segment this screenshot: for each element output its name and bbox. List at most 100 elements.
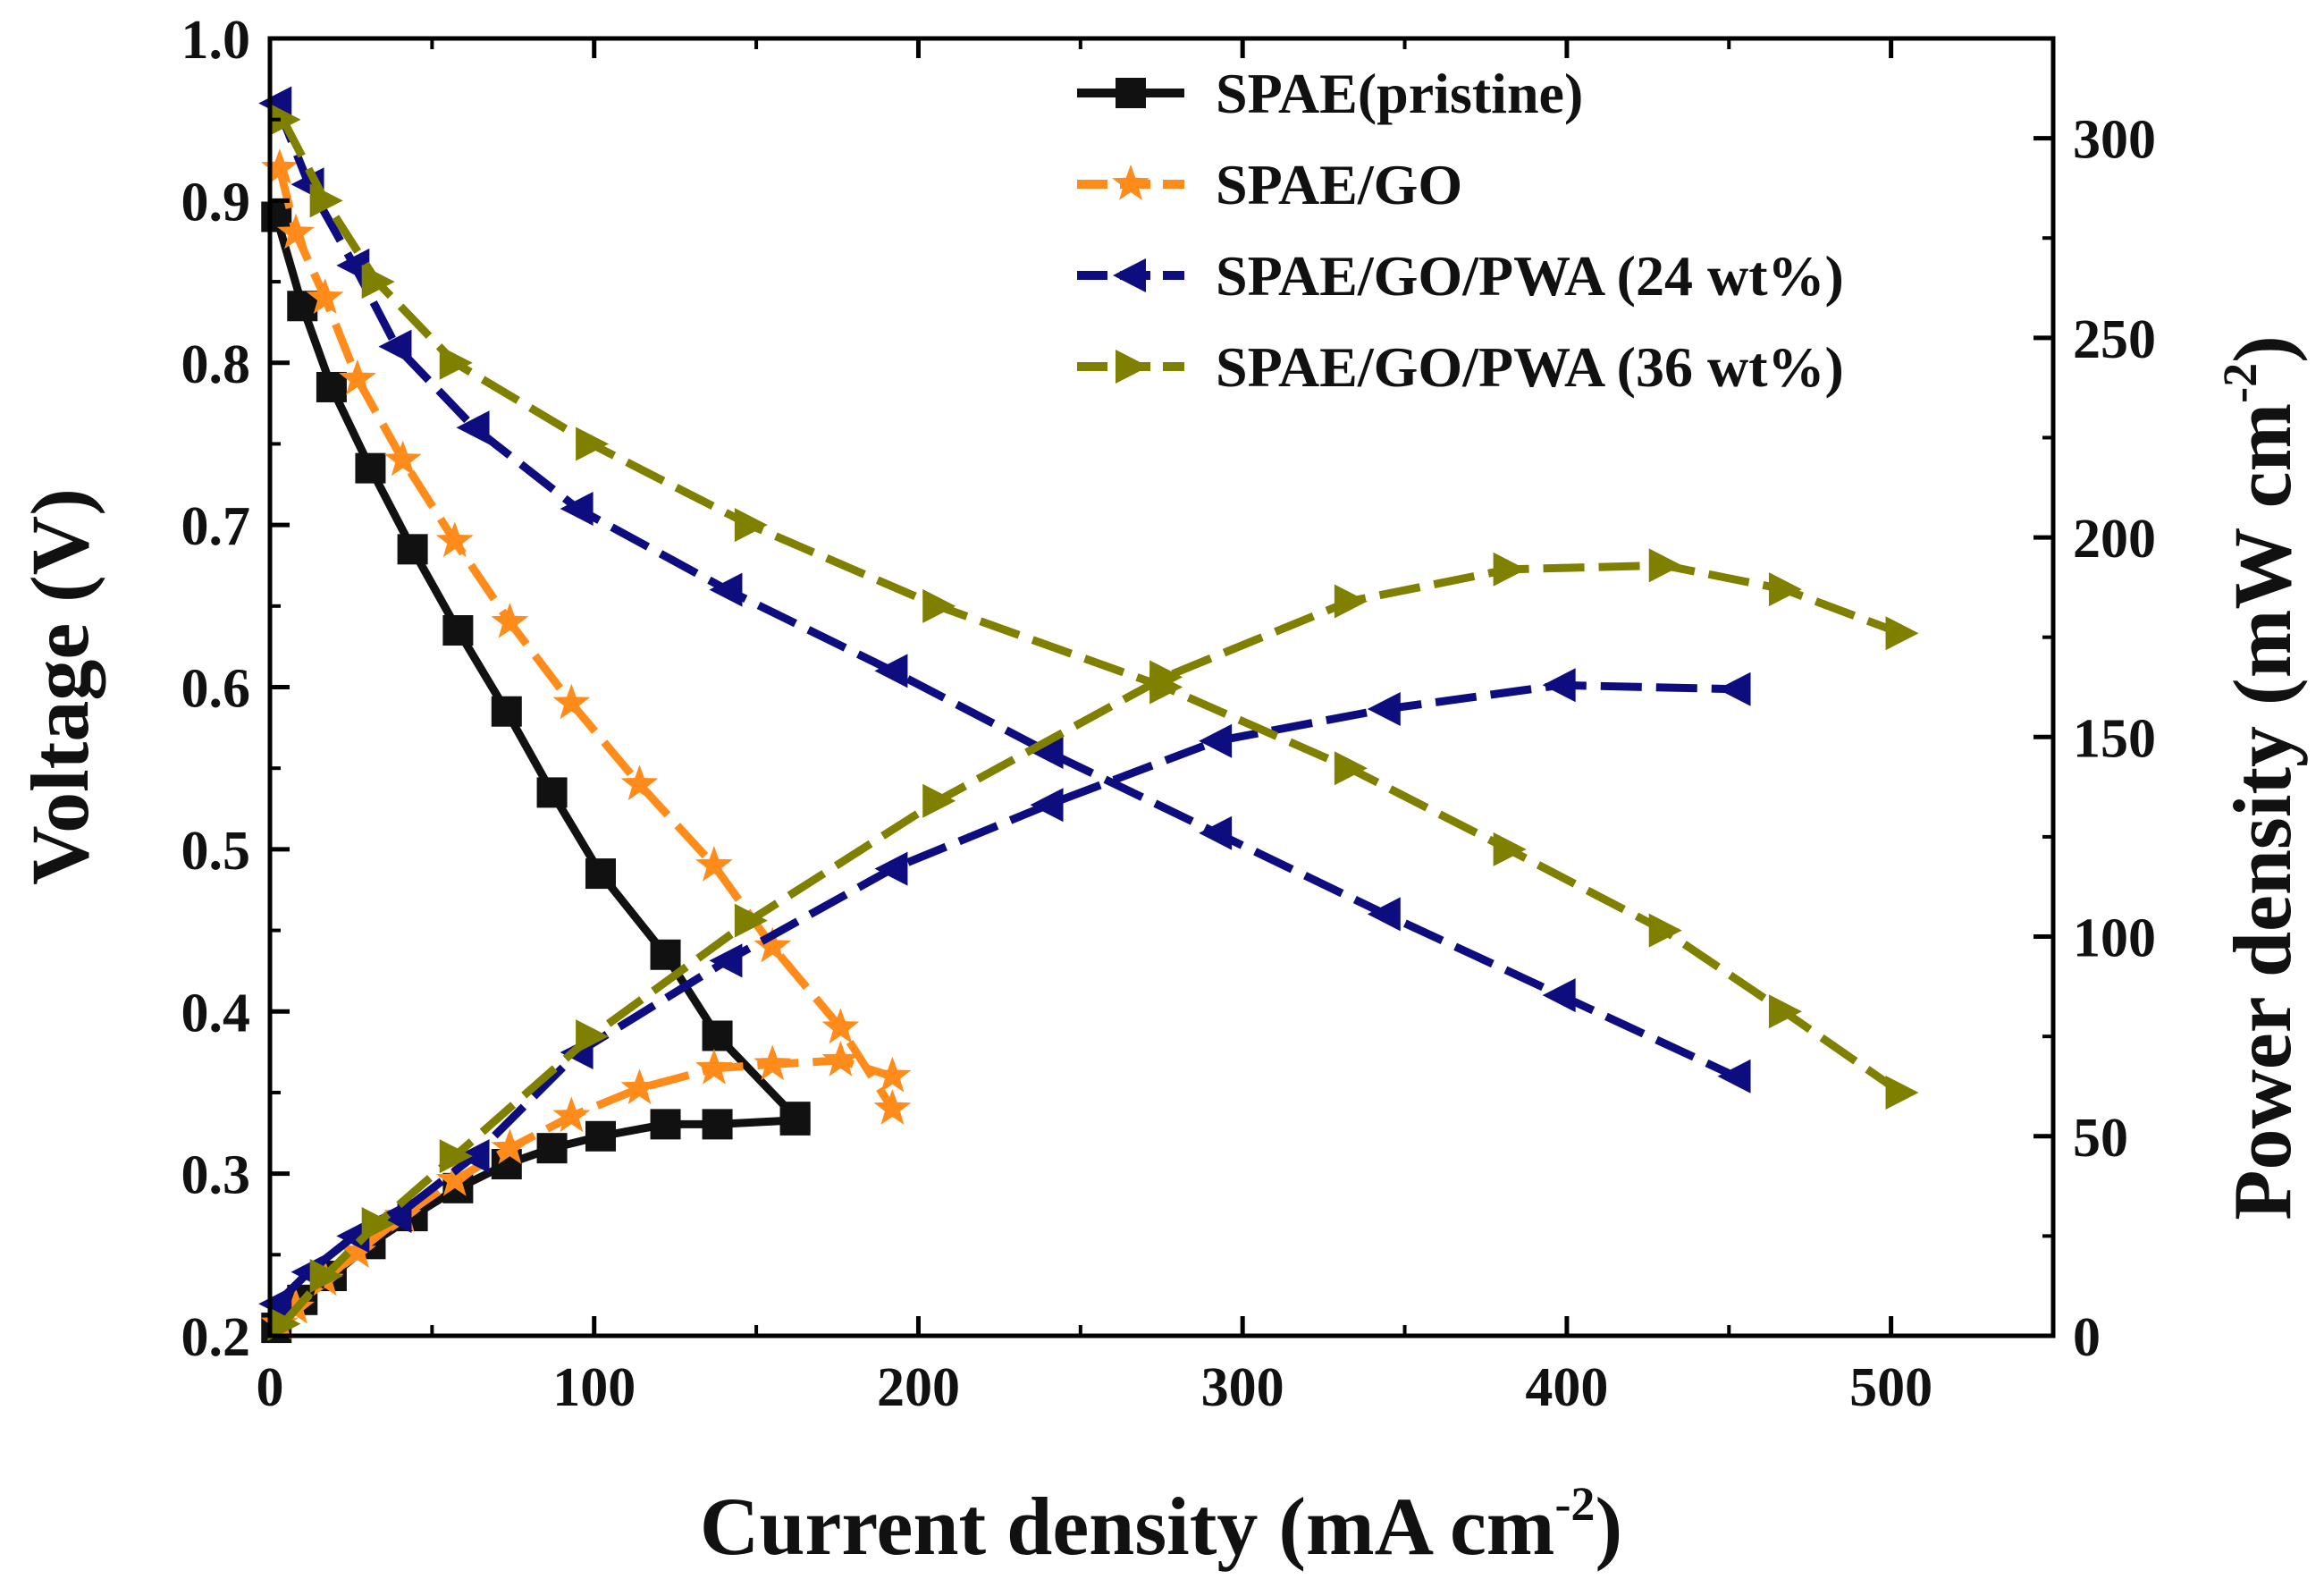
legend-label: SPAE(pristine) <box>1216 62 1583 125</box>
voltage-data-point <box>1493 832 1527 866</box>
legend-swatch-marker <box>1116 350 1149 384</box>
legend-swatch-marker <box>1116 78 1146 108</box>
voltage-data-point <box>491 696 522 727</box>
power-data-point <box>1648 548 1682 583</box>
voltage-data-point <box>1768 994 1802 1029</box>
power-data-point <box>258 1287 292 1322</box>
y-left-tick-label: 0.8 <box>181 334 251 395</box>
power-data-point <box>585 1120 616 1152</box>
voltage-data-point <box>1367 897 1401 932</box>
x-tick-label: 300 <box>1201 1357 1284 1418</box>
voltage-data-point <box>435 521 474 558</box>
y-right-tick-label: 150 <box>2073 708 2156 769</box>
y-right-tick-label: 0 <box>2073 1307 2101 1368</box>
voltage-data-point <box>1648 913 1682 948</box>
power-data-point <box>821 1040 860 1077</box>
voltage-data-point <box>536 777 568 808</box>
power-data-point <box>1885 616 1919 651</box>
power-data-point <box>1334 584 1368 619</box>
voltage-data-point <box>734 508 768 543</box>
power-data-point <box>491 1128 529 1164</box>
y-right-tick-label: 250 <box>2073 309 2156 370</box>
power-curve-line <box>274 680 1736 1307</box>
legend-label: SPAE/GO <box>1216 153 1462 216</box>
series-group <box>258 86 1751 1322</box>
voltage-data-point <box>585 858 616 890</box>
voltage-data-point <box>261 148 299 184</box>
x-tick-label: 400 <box>1525 1357 1608 1418</box>
plot-series-layer <box>258 86 1919 1344</box>
series-group <box>261 148 912 1340</box>
power-data-point <box>620 1068 659 1104</box>
x-tick-label: 500 <box>1849 1357 1932 1418</box>
y-right-axis-title: Power density (mW cm-2) <box>2213 335 2308 1220</box>
x-tick-label: 100 <box>552 1357 636 1418</box>
power-data-point <box>650 1109 681 1140</box>
x-tick-label: 200 <box>877 1357 960 1418</box>
voltage-data-point <box>695 846 733 882</box>
voltage-data-point <box>439 345 473 380</box>
y-left-tick-label: 0.9 <box>181 172 251 232</box>
power-data-point <box>456 1139 490 1174</box>
voltage-data-point <box>361 265 395 300</box>
voltage-data-point <box>491 603 529 638</box>
legend-swatch-marker <box>1112 165 1149 200</box>
y-left-tick-label: 0.7 <box>181 496 251 557</box>
voltage-curve-line <box>272 215 798 1120</box>
voltage-data-point <box>552 683 591 720</box>
power-data-point <box>874 851 908 886</box>
x-axis-title-sup: -2 <box>1554 1477 1595 1531</box>
voltage-data-point <box>560 491 594 526</box>
power-data-point <box>734 903 768 938</box>
power-data-point <box>309 1259 343 1294</box>
voltage-data-point <box>754 926 792 963</box>
y-right-tick-label: 200 <box>2073 509 2156 570</box>
voltage-data-point <box>383 440 422 477</box>
x-tick-label: 0 <box>257 1357 284 1418</box>
voltage-data-point <box>277 213 315 249</box>
legend-label: SPAE/GO/PWA (36 wt%) <box>1216 335 1844 399</box>
legend-label: SPAE/GO/PWA (24 wt%) <box>1216 244 1844 308</box>
power-data-point <box>695 1048 733 1085</box>
voltage-data-point <box>316 371 347 402</box>
axis-ticks: 0 100 200 300 400 5000.20.30.40.50.60.70.80.9… <box>181 10 2157 1418</box>
legend-item: SPAE/GO/PWA (24 wt%) <box>1077 244 1844 308</box>
power-data-point <box>1717 671 1751 706</box>
power-data-point <box>576 1019 610 1054</box>
y-right-axis-title-sup: -2 <box>2213 363 2267 403</box>
legend-swatch-marker <box>1113 258 1146 292</box>
x-axis-title-close: ) <box>1595 1481 1622 1572</box>
y-left-tick-label: 0.6 <box>181 659 251 720</box>
voltage-data-point <box>1199 815 1233 850</box>
power-data-point <box>922 783 956 818</box>
power-data-point <box>339 1232 376 1268</box>
x-axis-title-main: Current density (mA cm <box>700 1481 1555 1572</box>
power-data-point <box>378 1199 412 1234</box>
power-curve-line <box>273 1116 796 1331</box>
legend-item: SPAE(pristine) <box>1077 62 1583 125</box>
power-data-point <box>1493 552 1527 587</box>
y-right-axis-title-main: Power density (mW cm <box>2217 403 2308 1220</box>
power-data-point <box>267 1306 301 1341</box>
power-data-point <box>1768 572 1802 607</box>
voltage-data-point <box>267 102 301 137</box>
x-axis-title: Current density (mA cm-2) <box>700 1477 1622 1572</box>
y-right-tick-label: 300 <box>2073 110 2156 171</box>
power-data-point <box>754 1044 792 1081</box>
voltage-data-point <box>336 248 370 283</box>
y-left-tick-label: 1.0 <box>181 10 251 71</box>
power-data-point <box>552 1096 591 1133</box>
voltage-data-point <box>442 615 474 646</box>
voltage-data-point <box>576 426 610 461</box>
y-left-tick-label: 0.2 <box>181 1307 251 1368</box>
voltage-data-point <box>309 183 343 218</box>
power-data-point <box>709 943 743 978</box>
voltage-data-point <box>1885 1075 1919 1110</box>
power-data-point <box>779 1104 811 1136</box>
voltage-data-point <box>1030 735 1064 770</box>
voltage-data-point <box>873 1089 912 1125</box>
voltage-data-point <box>709 572 743 607</box>
voltage-data-point <box>339 359 376 395</box>
legend-item: SPAE/GO <box>1077 153 1462 216</box>
